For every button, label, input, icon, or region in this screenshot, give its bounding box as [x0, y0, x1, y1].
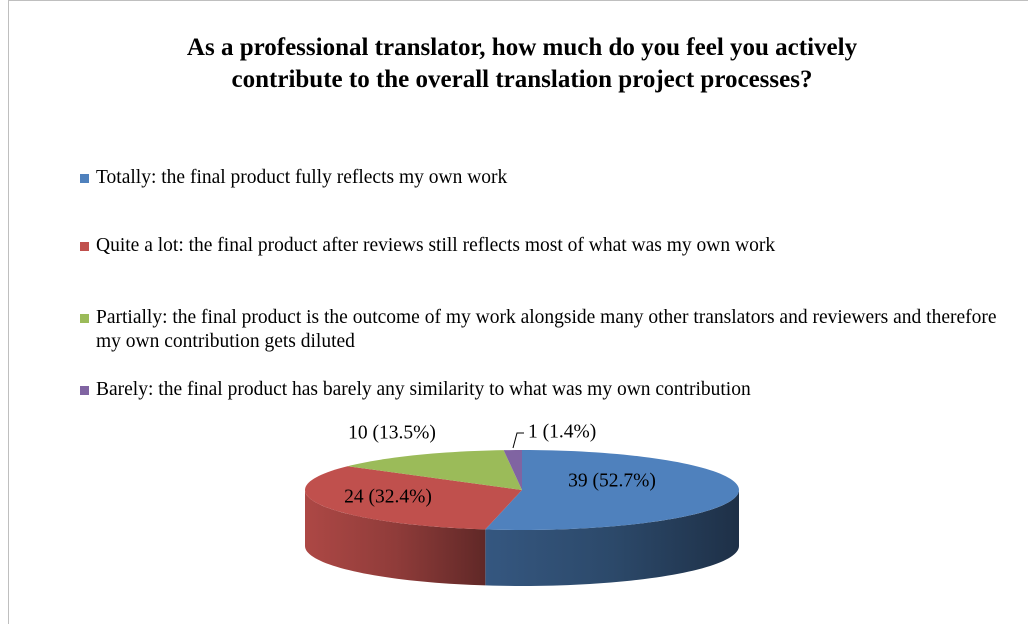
chart-frame — [8, 0, 1028, 624]
legend-swatch — [80, 174, 89, 183]
legend-entry: Quite a lot: the final product after rev… — [78, 234, 998, 258]
slice — [347, 450, 522, 490]
data-label: 10 (13.5%) — [348, 422, 436, 443]
legend-label: Barely: the final product has barely any… — [96, 379, 751, 400]
legend-swatch — [80, 314, 89, 323]
legend-label: Quite a lot: the final product after rev… — [96, 235, 776, 256]
legend-entry: Totally: the final product fully reflect… — [78, 166, 998, 190]
data-label: 39 (52.7%) — [568, 470, 656, 491]
legend-label: Totally: the final product fully reflect… — [96, 167, 508, 188]
slice — [503, 450, 522, 490]
legend-entry: Barely: the final product has barely any… — [78, 378, 998, 402]
legend-swatch — [80, 386, 89, 395]
leader-line — [512, 432, 524, 449]
data-label: 24 (32.4%) — [344, 486, 432, 507]
legend-entry: Partially: the final product is the outc… — [78, 306, 998, 354]
chart-title: As a professional translator, how much d… — [186, 34, 858, 93]
slice — [485, 450, 739, 530]
legend-label: Partially: the final product is the outc… — [96, 307, 997, 352]
slice — [305, 466, 522, 530]
slice-side — [305, 490, 486, 586]
legend-swatch — [80, 242, 89, 251]
data-label: 1 (1.4%) — [528, 421, 596, 442]
slice-side — [485, 490, 739, 586]
